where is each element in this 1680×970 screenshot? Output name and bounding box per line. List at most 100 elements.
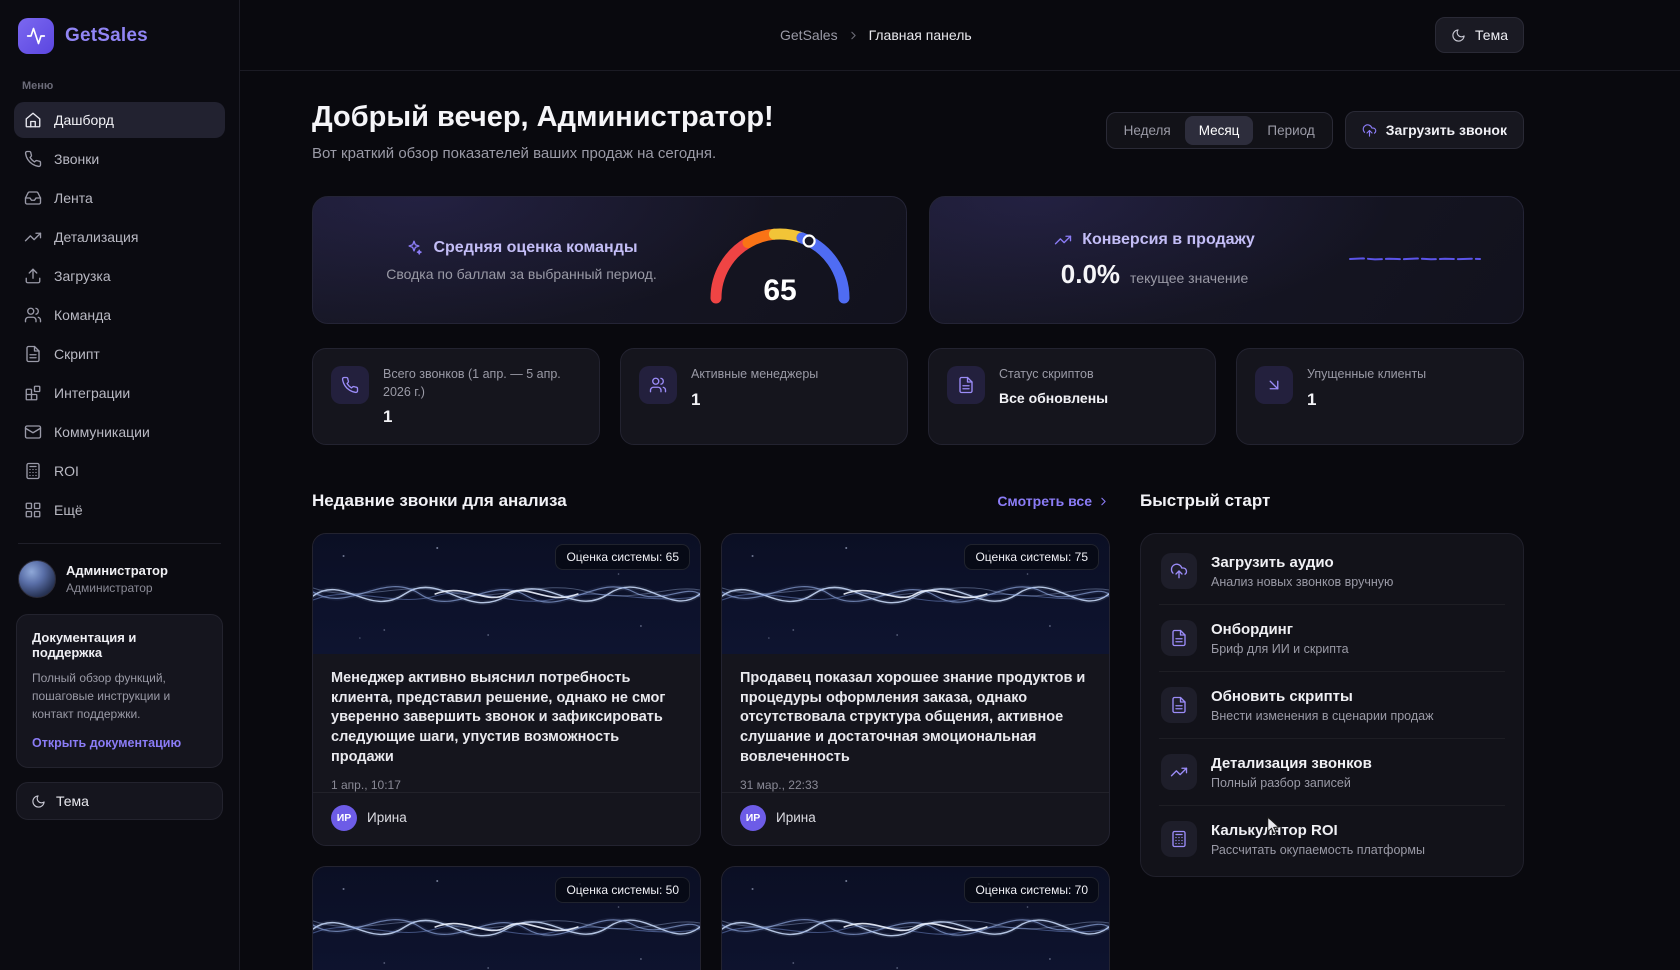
call-card[interactable]: Оценка системы: 65 Менеджер активно выяс…: [312, 533, 701, 846]
sidebar-item-feed[interactable]: Лента: [14, 180, 225, 216]
topbar-theme-button[interactable]: Тема: [1435, 17, 1524, 53]
sidebar: GetSales Меню Дашборд Звонки Лента Детал…: [0, 0, 240, 970]
score-badge: Оценка системы: 75: [964, 544, 1099, 570]
recent-calls-title: Недавние звонки для анализа: [312, 491, 567, 510]
dashboard-content: Добрый вечер, Администратор! Вот краткий…: [240, 71, 1680, 970]
upload-call-button[interactable]: Загрузить звонок: [1344, 111, 1524, 149]
summary-cards: Средняя оценка команды Сводка по баллам …: [312, 196, 1524, 324]
file-icon: [947, 366, 985, 404]
docs-text: Полный обзор функций, пошаговые инструкц…: [32, 671, 171, 721]
stat-value: Все обновлены: [999, 389, 1109, 406]
call-manager-row: ИР Ирина: [313, 791, 700, 845]
home-icon: [24, 111, 42, 129]
activity-icon: [18, 18, 54, 54]
sidebar-item-label: Ещё: [54, 502, 83, 518]
call-card[interactable]: Оценка системы: 50: [312, 865, 701, 970]
conversion-title: Конверсия в продажу: [1082, 230, 1255, 248]
sidebar-theme-button[interactable]: Тема: [16, 782, 223, 820]
call-card[interactable]: Оценка системы: 70: [721, 865, 1110, 970]
score-value: 65: [763, 274, 797, 307]
quick-item-upload-audio[interactable]: Загрузить аудио Анализ новых звонков вру…: [1159, 538, 1505, 605]
score-card-subtitle: Сводка по баллам за выбранный период.: [386, 265, 657, 282]
phone-icon: [24, 150, 42, 168]
call-waveform: Оценка системы: 50: [313, 866, 700, 970]
conversion-value: 0.0%: [1060, 258, 1121, 289]
sidebar-item-upload[interactable]: Загрузка: [14, 258, 225, 294]
user-avatar: [18, 560, 56, 598]
file-icon: [24, 345, 42, 363]
see-all-link[interactable]: Смотреть все: [997, 493, 1110, 509]
tab-period[interactable]: Период: [1267, 122, 1315, 138]
stat-missed-clients: Упущенные клиенты 1: [1236, 348, 1524, 445]
open-docs-link[interactable]: Открыть документацию: [32, 736, 182, 750]
sidebar-nav: Дашборд Звонки Лента Детализация Загрузк…: [14, 102, 225, 531]
sidebar-item-team[interactable]: Команда: [14, 297, 225, 333]
sidebar-item-script[interactable]: Скрипт: [14, 336, 225, 372]
user-name: Администратор: [66, 563, 168, 578]
theme-label: Тема: [1475, 27, 1508, 43]
trend-icon: [1054, 231, 1072, 249]
quick-item-title: Обновить скрипты: [1211, 687, 1353, 705]
chevron-right-icon: [1097, 495, 1110, 508]
call-date: 1 апр., 10:17: [331, 777, 401, 792]
docs-title: Документация и поддержка: [32, 630, 137, 660]
calculator-icon: [24, 462, 42, 480]
call-manager-row: ИР Ирина: [722, 791, 1109, 845]
call-summary: Продавец показал хорошее знание продукто…: [740, 670, 1086, 765]
sidebar-item-dashboard[interactable]: Дашборд: [14, 102, 225, 138]
quick-item-title: Онбординг: [1211, 620, 1293, 638]
tab-week[interactable]: Неделя: [1123, 122, 1171, 138]
sidebar-item-label: Дашборд: [54, 112, 114, 128]
topbar: GetSales Главная панель Тема: [240, 0, 1680, 71]
quick-item-roi-calculator[interactable]: Калькулятор ROI Рассчитать окупаемость п…: [1159, 806, 1505, 872]
quick-item-update-scripts[interactable]: Обновить скрипты Внести изменения в сцен…: [1159, 672, 1505, 739]
stat-cards: Всего звонков (1 апр. — 5 апр. 2026 г.) …: [312, 348, 1524, 445]
quick-item-onboarding[interactable]: Онбординг Бриф для ИИ и скрипта: [1159, 605, 1505, 672]
manager-avatar: ИР: [740, 804, 766, 831]
sidebar-item-communications[interactable]: Коммуникации: [14, 414, 225, 450]
quick-item-subtitle: Внести изменения в сценарии продаж: [1211, 708, 1434, 723]
user-profile[interactable]: Администратор Администратор: [14, 560, 225, 614]
sidebar-item-details[interactable]: Детализация: [14, 219, 225, 255]
sidebar-item-label: Интеграции: [54, 385, 131, 401]
conversion-label: текущее значение: [1130, 269, 1249, 286]
quick-item-call-details[interactable]: Детализация звонков Полный разбор записе…: [1159, 739, 1505, 806]
upload-call-label: Загрузить звонок: [1385, 122, 1507, 138]
score-badge: Оценка системы: 65: [555, 544, 690, 570]
score-card-title: Средняя оценка команды: [433, 238, 638, 256]
score-gauge: 65: [700, 212, 860, 308]
sidebar-item-more[interactable]: Ещё: [14, 492, 225, 528]
breadcrumb-root[interactable]: GetSales: [780, 27, 838, 43]
call-card[interactable]: Оценка системы: 75 Продавец показал хоро…: [721, 533, 1110, 846]
lower-section: Недавние звонки для анализа Смотреть все…: [312, 491, 1524, 970]
stat-active-managers: Активные менеджеры 1: [620, 348, 908, 445]
cloud-upload-icon: [1161, 553, 1197, 589]
manager-avatar: ИР: [331, 804, 357, 831]
sidebar-item-label: ROI: [54, 463, 79, 479]
inbox-icon: [24, 189, 42, 207]
quick-item-subtitle: Полный разбор записей: [1211, 775, 1351, 790]
file-icon: [1161, 620, 1197, 656]
quick-item-subtitle: Анализ новых звонков вручную: [1211, 574, 1394, 589]
sidebar-divider: [18, 543, 221, 544]
recent-calls-section: Недавние звонки для анализа Смотреть все…: [312, 491, 1110, 970]
sidebar-item-integrations[interactable]: Интеграции: [14, 375, 225, 411]
upload-icon: [24, 267, 42, 285]
conversion-sparkline: [1349, 244, 1481, 277]
quick-item-title: Калькулятор ROI: [1211, 821, 1338, 839]
quick-start-card: Загрузить аудио Анализ новых звонков вру…: [1140, 533, 1524, 877]
stat-label: Статус скриптов: [999, 367, 1094, 381]
mail-icon: [24, 423, 42, 441]
sidebar-item-roi[interactable]: ROI: [14, 453, 225, 489]
call-summary: Менеджер активно выяснил потребность кли…: [331, 670, 666, 765]
sidebar-item-calls[interactable]: Звонки: [14, 141, 225, 177]
breadcrumb-current: Главная панель: [868, 27, 972, 43]
call-waveform: Оценка системы: 70: [722, 866, 1109, 970]
breadcrumb: GetSales Главная панель: [780, 27, 972, 43]
cloud-upload-icon: [1362, 123, 1377, 138]
tab-month[interactable]: Месяц: [1184, 115, 1254, 145]
brand-logo[interactable]: GetSales: [14, 16, 225, 80]
moon-icon: [31, 794, 46, 809]
conversion-card: Конверсия в продажу 0.0% текущее значени…: [929, 196, 1524, 324]
